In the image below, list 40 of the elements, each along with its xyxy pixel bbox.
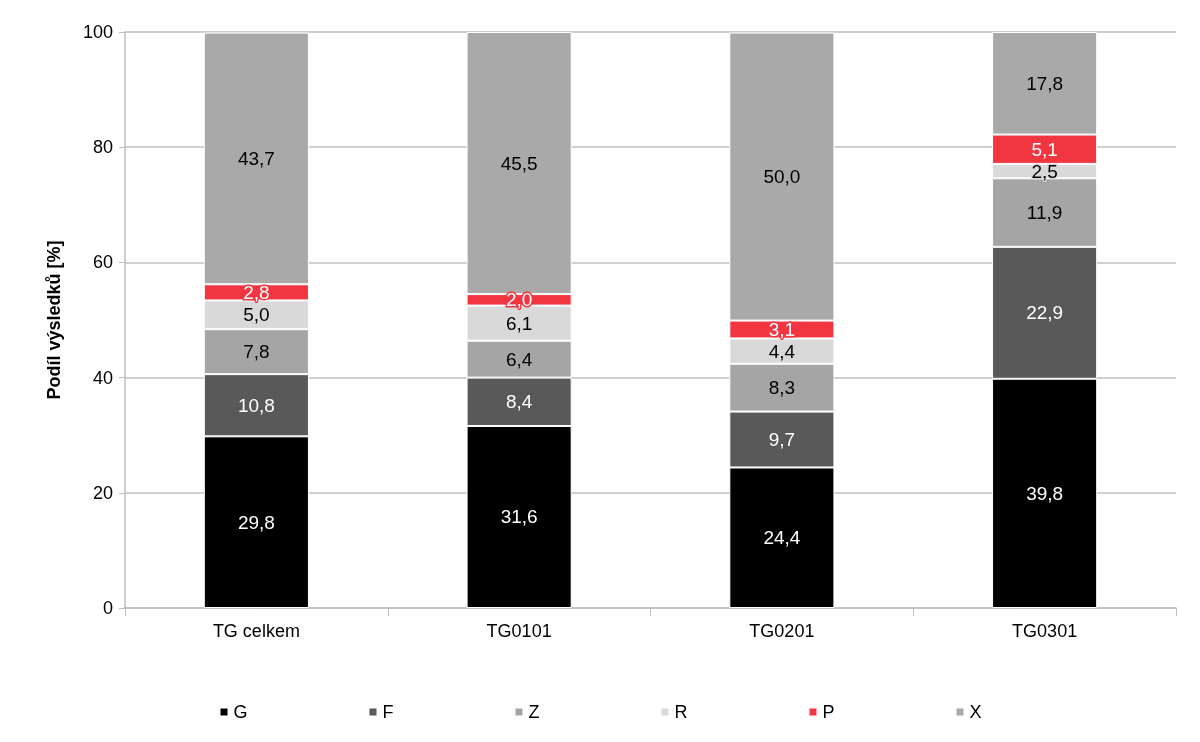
data-label: 8,3: [768, 377, 796, 399]
data-label: 4,4: [768, 340, 796, 362]
legend-label: X: [969, 702, 982, 722]
data-label: 17,8: [1026, 72, 1064, 94]
data-label: 6,4: [505, 348, 533, 370]
x-tick-label: TG celkem: [212, 621, 300, 641]
legend-label: R: [674, 702, 688, 722]
data-label: 39,8: [1026, 482, 1064, 504]
x-tick-label: TG0201: [749, 621, 815, 641]
y-axis-title: Podíl výsledků [%]: [44, 240, 64, 400]
data-label: 7,8: [243, 341, 270, 363]
legend-label: F: [382, 702, 394, 722]
data-label: 5,0: [243, 304, 270, 326]
data-label: 22,9: [1026, 302, 1064, 324]
data-label: 3,1: [768, 319, 796, 340]
y-tick-label: 40: [92, 367, 113, 388]
legend-label: Z: [528, 702, 540, 722]
x-tick-label: TG0101: [486, 621, 552, 641]
data-label: 8,4: [505, 391, 533, 413]
y-tick-label: 80: [92, 137, 113, 158]
data-label: 45,5: [500, 152, 538, 174]
data-label: 6,1: [505, 312, 533, 334]
y-tick-label: 100: [82, 22, 113, 42]
data-label: 9,7: [768, 429, 796, 451]
data-label: 43,7: [237, 147, 275, 169]
y-tick-label: 0: [102, 598, 113, 618]
data-label: 24,4: [763, 527, 801, 549]
y-tick-label: 60: [92, 252, 113, 273]
y-tick-label: 20: [92, 482, 113, 503]
x-tick-label: TG0301: [1012, 621, 1078, 641]
data-label: 2,8: [243, 281, 270, 303]
data-label: 31,6: [500, 506, 538, 528]
data-label: 11,9: [1026, 202, 1063, 224]
data-label: 10,8: [237, 394, 275, 416]
legend-label: G: [233, 702, 248, 722]
data-label: 2,5: [1031, 160, 1058, 182]
data-label: 29,8: [237, 511, 275, 533]
legend-label: P: [822, 702, 835, 722]
data-label: 5,1: [1031, 138, 1058, 160]
data-label: 50,0: [763, 166, 801, 188]
